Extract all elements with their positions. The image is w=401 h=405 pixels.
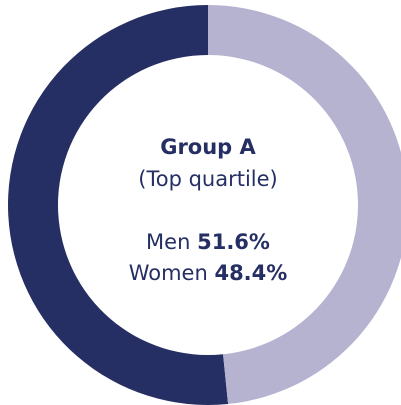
donut [8,5,401,405]
legend-label: Women [129,261,208,285]
value-label: 51.6% [197,230,270,254]
legend-men: Men 51.6% [146,230,270,254]
legend-label: Men [146,230,190,254]
legend-women: Women 48.4% [129,261,288,285]
value-label: 48.4% [214,261,287,285]
chart-title: Group A [160,135,256,159]
chart-subtitle: (Top quartile) [138,167,277,191]
donut-slice [8,5,229,405]
donut-slice [208,5,401,404]
